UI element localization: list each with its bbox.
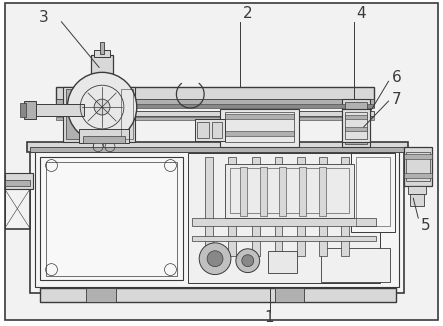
Bar [94,50,110,57]
Bar [404,147,432,186]
Bar [406,152,430,181]
Text: 2: 2 [243,7,253,22]
Bar [404,154,432,158]
Bar [252,156,260,256]
Bar [56,87,373,103]
Bar [220,109,299,147]
Circle shape [242,255,254,267]
Circle shape [94,99,110,115]
Bar [24,101,35,119]
Bar [356,156,390,226]
Bar [341,156,349,256]
Text: 1: 1 [265,310,274,325]
Bar [228,156,236,256]
Bar [56,111,373,116]
Bar [188,153,380,284]
Bar [342,109,369,142]
Bar [5,189,30,229]
Text: 3: 3 [39,10,48,25]
Bar [345,112,367,139]
Bar [342,99,369,147]
Text: 5: 5 [421,218,431,233]
Bar [39,156,183,280]
Bar [86,289,116,302]
Bar [225,131,294,136]
Bar [230,169,349,213]
Bar [280,167,287,216]
Circle shape [67,72,137,142]
Bar [39,289,396,302]
Bar [192,218,376,226]
Bar [63,87,85,142]
Bar [212,122,222,138]
Bar [20,103,26,117]
Bar [351,153,396,232]
Bar [345,115,367,119]
Bar [260,167,267,216]
Bar [195,119,225,141]
Bar [297,156,305,256]
Bar [192,236,376,241]
Bar [5,180,30,186]
Bar [79,129,129,143]
Text: 4: 4 [356,7,365,22]
Bar [91,54,113,92]
Bar [205,156,213,256]
Bar [30,147,404,152]
Bar [404,173,432,178]
Bar [319,156,327,256]
Circle shape [236,249,260,273]
Bar [30,147,404,293]
Bar [225,114,294,119]
Bar [27,142,408,152]
Bar [268,251,297,273]
Bar [66,89,82,139]
Bar [121,89,133,139]
Text: 7: 7 [392,92,401,107]
Bar [275,289,304,302]
Bar [5,173,33,189]
Bar [100,42,104,53]
Bar [321,248,390,283]
Bar [225,112,294,142]
Bar [93,139,103,147]
Text: 6: 6 [392,70,401,85]
Bar [83,136,125,143]
Bar [410,194,424,206]
Bar [119,87,135,142]
Circle shape [207,251,223,267]
Bar [56,99,373,107]
Bar [345,102,367,144]
Circle shape [199,243,231,274]
Bar [56,117,373,120]
Bar [345,127,367,131]
Bar [56,104,373,108]
Bar [299,167,306,216]
Bar [408,186,426,194]
Bar [46,162,177,275]
Bar [275,156,283,256]
Bar [240,167,247,216]
Bar [35,151,400,288]
Bar [30,104,84,116]
Bar [197,122,209,138]
Bar [225,164,354,218]
Bar [319,167,326,216]
